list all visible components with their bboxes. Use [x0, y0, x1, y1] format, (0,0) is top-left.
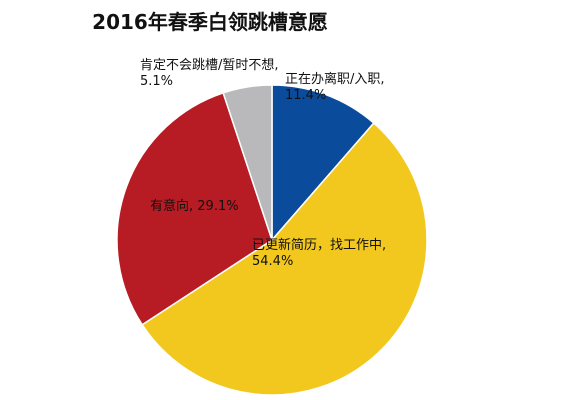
category-label: 肯定不会跳槽/暂时不想: [140, 58, 275, 73]
pie-slice: [222, 84, 273, 241]
data-label: 已更新简历，找工作中, 54.4%: [252, 238, 387, 269]
category-label: 正在办离职/入职: [285, 72, 381, 87]
category-label: 已更新简历，找工作中: [252, 238, 383, 253]
value-label: 29.1%: [197, 199, 239, 214]
chart-title: 2016年春季白领跳槽意愿: [92, 10, 328, 34]
pie-slice: [141, 122, 428, 396]
value-label: 11.4%: [285, 88, 327, 103]
data-label: 正在办离职/入职, 11.4%: [285, 72, 385, 103]
category-label: 有意向: [150, 199, 190, 214]
pie-slice: [271, 84, 375, 243]
value-label: 54.4%: [252, 254, 294, 269]
data-label: 有意向, 29.1%: [150, 199, 239, 214]
data-label: 肯定不会跳槽/暂时不想, 5.1%: [140, 58, 279, 89]
value-label: 5.1%: [140, 74, 174, 89]
pie-slice: [116, 91, 273, 326]
